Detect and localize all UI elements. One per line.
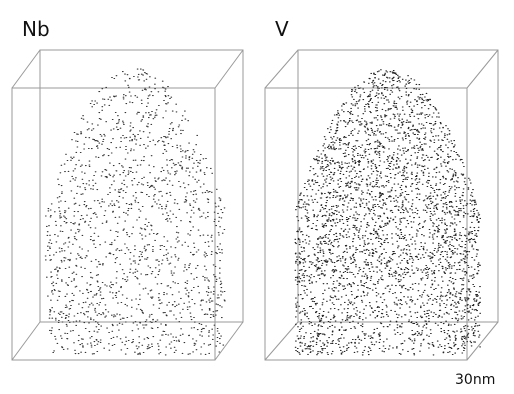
v-panel: V bbox=[265, 17, 498, 360]
scale-bar-label: 30nm bbox=[455, 372, 495, 388]
figure: Nb V 30nm bbox=[0, 0, 514, 394]
panel-label: Nb bbox=[22, 17, 50, 41]
atom-points bbox=[295, 70, 481, 355]
page: {"panels": [{"label": "Nb"}, {"label": "… bbox=[0, 0, 514, 394]
nb-panel: Nb bbox=[12, 17, 243, 360]
atom-points bbox=[45, 69, 225, 355]
panel-label: V bbox=[275, 17, 289, 41]
box-frame bbox=[12, 50, 243, 360]
